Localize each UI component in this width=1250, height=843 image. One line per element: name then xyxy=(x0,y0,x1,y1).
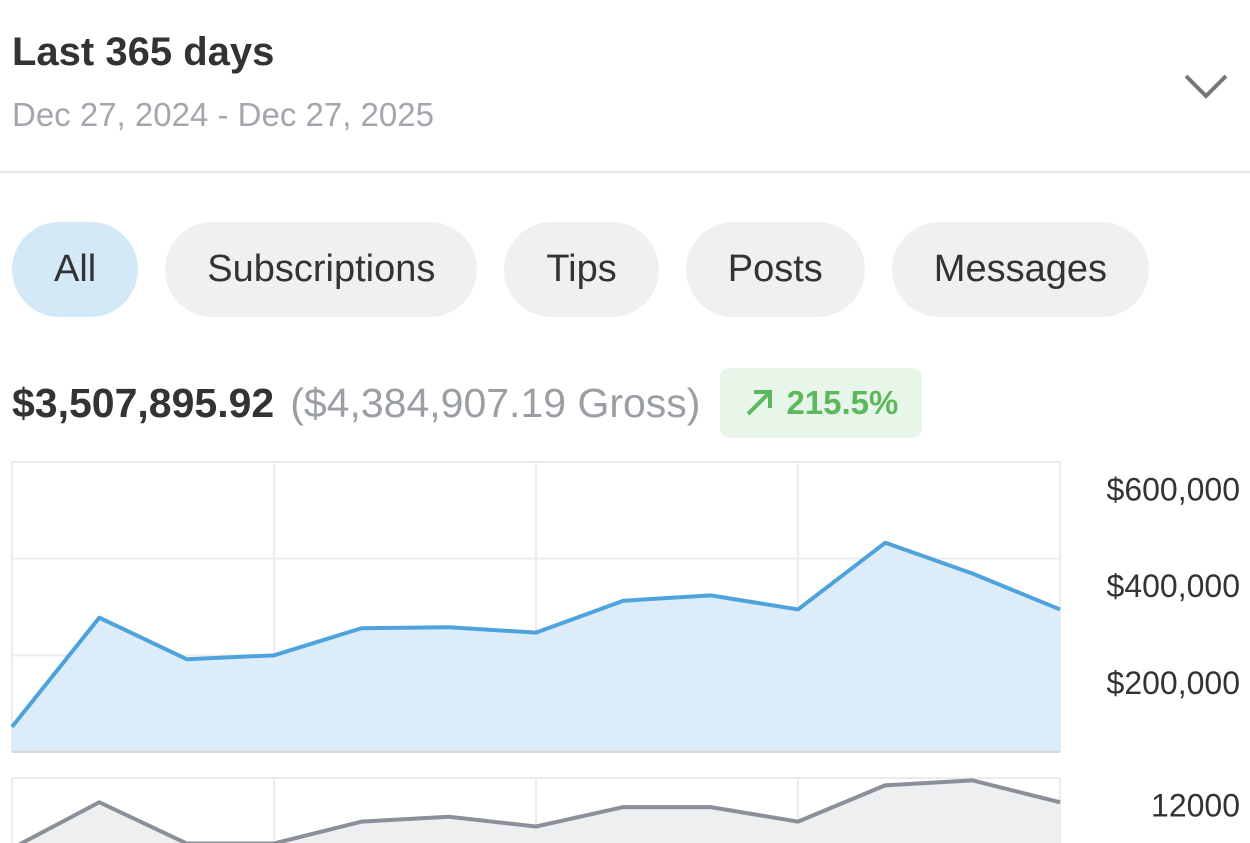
filter-tab[interactable]: Posts xyxy=(685,222,865,317)
y-tick-label: 12000 xyxy=(1151,787,1240,823)
series-line xyxy=(10,540,1061,729)
gross-total: ($4,384,907.19 Gross) xyxy=(290,379,701,426)
series-line xyxy=(17,778,1061,843)
tabs: All Subscriptions Tips Posts Messages xyxy=(12,222,1149,317)
net-total: $3,507,895.92 xyxy=(12,379,275,426)
y-tick-label: $200,000 xyxy=(1107,665,1240,701)
filter-tab[interactable]: Tips xyxy=(504,222,659,317)
area-fill xyxy=(12,542,1060,752)
arrow-icon xyxy=(747,390,773,416)
header-subtitle: Dec 27, 2024 - Dec 27, 2025 xyxy=(12,96,434,133)
change-value: 215.5% xyxy=(786,384,899,421)
filter-tab[interactable]: All xyxy=(12,222,139,317)
y-tick-label: $600,000 xyxy=(1107,471,1240,507)
area-fill xyxy=(22,780,1060,843)
change-badge: 215.5% xyxy=(720,368,923,438)
filter-tab[interactable]: Messages xyxy=(891,222,1149,317)
y-tick-label: $400,000 xyxy=(1107,568,1240,604)
header-title: Last 365 days xyxy=(12,30,275,74)
chevron[interactable] xyxy=(1182,70,1230,102)
summary: $3,507,895.92 ($4,384,907.19 Gross) 215.… xyxy=(12,368,923,438)
filter-tab[interactable]: Subscriptions xyxy=(165,222,478,317)
divider xyxy=(0,171,1250,173)
